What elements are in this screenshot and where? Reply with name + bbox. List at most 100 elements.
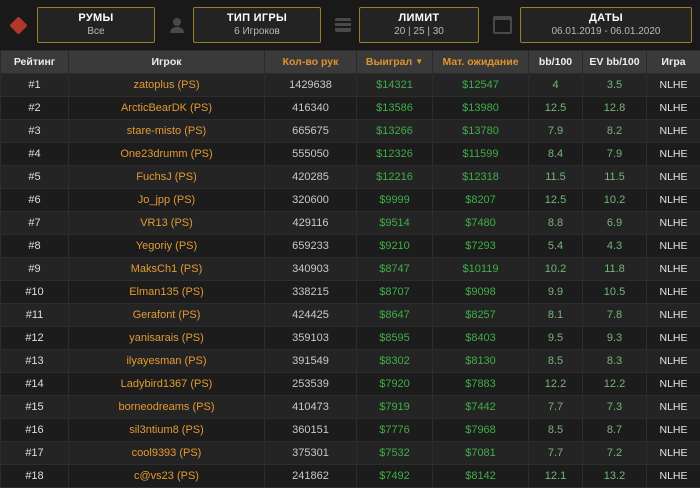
table-row: #11 Gerafont (PS) 424425 $8647 $8257 8.1… <box>1 304 700 327</box>
expected-value-cell: $12547 <box>433 74 529 97</box>
table-body: #1 zatoplus (PS) 1429638 $14321 $12547 4… <box>1 74 700 488</box>
bb100-cell: 12.2 <box>529 373 583 396</box>
bb100-cell: 7.7 <box>529 442 583 465</box>
filter-group-dates: ДАТЫ 06.01.2019 - 06.01.2020 <box>493 7 692 43</box>
column-header-8[interactable]: Игра <box>647 51 700 74</box>
ev-bb100-cell: 10.2 <box>583 189 647 212</box>
dates-filter-button[interactable]: ДАТЫ 06.01.2019 - 06.01.2020 <box>520 7 692 43</box>
rooms-filter-button[interactable]: РУМЫ Все <box>37 7 155 43</box>
table-row: #9 MaksCh1 (PS) 340903 $8747 $10119 10.2… <box>1 258 700 281</box>
rank-cell: #2 <box>1 97 69 120</box>
game-cell: NLHE <box>647 350 700 373</box>
won-cell: $8707 <box>357 281 433 304</box>
ev-bb100-cell: 8.2 <box>583 120 647 143</box>
won-cell: $8647 <box>357 304 433 327</box>
player-link[interactable]: Ladybird1367 (PS) <box>121 378 213 390</box>
player-link[interactable]: MaksCh1 (PS) <box>131 263 203 275</box>
rank-cell: #10 <box>1 281 69 304</box>
won-cell: $12216 <box>357 166 433 189</box>
expected-value-cell: $7480 <box>433 212 529 235</box>
player-cell: Jo_jpp (PS) <box>69 189 265 212</box>
game-cell: NLHE <box>647 189 700 212</box>
bb100-cell: 8.1 <box>529 304 583 327</box>
column-header-label: Игрок <box>151 56 181 68</box>
expected-value-cell: $7081 <box>433 442 529 465</box>
game-type-filter-value: 6 Игроков <box>202 26 312 38</box>
column-header-label: Кол-во рук <box>283 56 339 68</box>
player-cell: VR13 (PS) <box>69 212 265 235</box>
expected-value-cell: $7293 <box>433 235 529 258</box>
player-link[interactable]: FuchsJ (PS) <box>136 171 197 183</box>
player-link[interactable]: Gerafont (PS) <box>133 309 201 321</box>
column-header-6[interactable]: bb/100 <box>529 51 583 74</box>
won-cell: $8747 <box>357 258 433 281</box>
player-link[interactable]: ilyayesman (PS) <box>126 355 206 367</box>
bb100-cell: 5.4 <box>529 235 583 258</box>
won-cell: $7920 <box>357 373 433 396</box>
game-cell: NLHE <box>647 74 700 97</box>
player-link[interactable]: stare-misto (PS) <box>127 125 206 137</box>
ev-bb100-cell: 6.9 <box>583 212 647 235</box>
table-row: #5 FuchsJ (PS) 420285 $12216 $12318 11.5… <box>1 166 700 189</box>
limit-filter-value: 20 | 25 | 30 <box>368 26 470 38</box>
column-header-2[interactable]: Игрок <box>69 51 265 74</box>
expected-value-cell: $10119 <box>433 258 529 281</box>
table-row: #3 stare-misto (PS) 665675 $13266 $13780… <box>1 120 700 143</box>
table-row: #15 borneodreams (PS) 410473 $7919 $7442… <box>1 396 700 419</box>
column-header-4[interactable]: Выиграл▼ <box>357 51 433 74</box>
player-link[interactable]: VR13 (PS) <box>140 217 193 229</box>
player-cell: Yegoriy (PS) <box>69 235 265 258</box>
player-link[interactable]: c@vs23 (PS) <box>134 470 199 482</box>
bb100-cell: 10.2 <box>529 258 583 281</box>
won-cell: $14321 <box>357 74 433 97</box>
player-link[interactable]: zatoplus (PS) <box>133 79 199 91</box>
expected-value-cell: $13980 <box>433 97 529 120</box>
rooms-filter-title: РУМЫ <box>46 12 146 25</box>
expected-value-cell: $8130 <box>433 350 529 373</box>
bb100-cell: 4 <box>529 74 583 97</box>
table-row: #1 zatoplus (PS) 1429638 $14321 $12547 4… <box>1 74 700 97</box>
leaderboard-table: Рейтинг Игрок Кол-во рук Выиграл▼ Мат. ожида… <box>0 50 700 488</box>
calendar-icon <box>493 16 512 34</box>
hands-cell: 1429638 <box>265 74 357 97</box>
game-type-filter-button[interactable]: ТИП ИГРЫ 6 Игроков <box>193 7 321 43</box>
expected-value-cell: $8257 <box>433 304 529 327</box>
player-link[interactable]: One23drumm (PS) <box>120 148 212 160</box>
bb100-cell: 11.5 <box>529 166 583 189</box>
player-link[interactable]: Jo_jpp (PS) <box>138 194 195 206</box>
limit-filter-button[interactable]: ЛИМИТ 20 | 25 | 30 <box>359 7 479 43</box>
won-cell: $7532 <box>357 442 433 465</box>
player-link[interactable]: Elman135 (PS) <box>129 286 204 298</box>
rank-cell: #17 <box>1 442 69 465</box>
rank-cell: #18 <box>1 465 69 488</box>
column-header-5[interactable]: Мат. ожидание <box>433 51 529 74</box>
column-header-label: Рейтинг <box>14 56 55 68</box>
won-cell: $13586 <box>357 97 433 120</box>
sort-desc-icon: ▼ <box>415 57 423 66</box>
player-link[interactable]: sil3ntium8 (PS) <box>129 424 204 436</box>
player-link[interactable]: ArcticBearDK (PS) <box>121 102 212 114</box>
column-header-3[interactable]: Кол-во рук <box>265 51 357 74</box>
player-cell: ilyayesman (PS) <box>69 350 265 373</box>
table-row: #8 Yegoriy (PS) 659233 $9210 $7293 5.4 4… <box>1 235 700 258</box>
hands-cell: 338215 <box>265 281 357 304</box>
ev-bb100-cell: 7.8 <box>583 304 647 327</box>
player-link[interactable]: cool9393 (PS) <box>132 447 202 459</box>
table-header-row: Рейтинг Игрок Кол-во рук Выиграл▼ Мат. ожида… <box>1 51 700 74</box>
dates-filter-value: 06.01.2019 - 06.01.2020 <box>529 26 683 38</box>
column-header-1[interactable]: Рейтинг <box>1 51 69 74</box>
table-row: #16 sil3ntium8 (PS) 360151 $7776 $7968 8… <box>1 419 700 442</box>
game-cell: NLHE <box>647 304 700 327</box>
limit-filter-title: ЛИМИТ <box>368 12 470 25</box>
expected-value-cell: $13780 <box>433 120 529 143</box>
column-header-label: Игра <box>661 56 685 68</box>
player-link[interactable]: borneodreams (PS) <box>119 401 215 413</box>
hands-cell: 424425 <box>265 304 357 327</box>
hands-cell: 253539 <box>265 373 357 396</box>
player-link[interactable]: Yegoriy (PS) <box>136 240 197 252</box>
column-header-7[interactable]: EV bb/100 <box>583 51 647 74</box>
game-cell: NLHE <box>647 97 700 120</box>
player-link[interactable]: yanisarais (PS) <box>129 332 204 344</box>
column-header-label: Мат. ожидание <box>442 56 518 68</box>
ev-bb100-cell: 8.3 <box>583 350 647 373</box>
